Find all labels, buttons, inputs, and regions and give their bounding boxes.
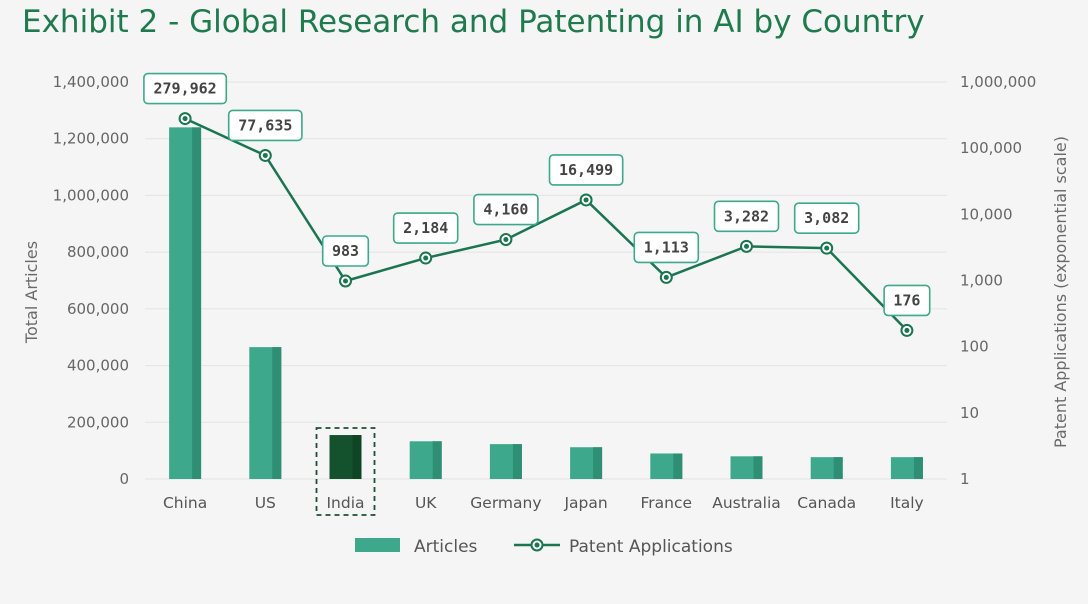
- data-label: 176: [893, 291, 920, 309]
- category-label: Japan: [563, 494, 607, 512]
- right-axis-ticks: 1 10 100 1,000 10,000 100,000 1,000,000: [960, 73, 1036, 488]
- left-tick-label: 1,200,000: [53, 130, 129, 148]
- data-label-box: [793, 202, 860, 234]
- right-tick-label: 1,000: [960, 272, 1003, 290]
- bar-shade-china: [192, 127, 202, 479]
- chart-title: Exhibit 2 - Global Research and Patentin…: [22, 4, 925, 40]
- patent-marker-dot: [343, 278, 348, 284]
- data-label: 77,635: [238, 116, 292, 134]
- data-label: 16,499: [559, 161, 613, 179]
- right-tick-label: 1,000,000: [960, 73, 1036, 91]
- bar-shade-uk: [432, 441, 442, 479]
- legend-articles-label: Articles: [414, 537, 478, 557]
- data-label-box: [227, 109, 303, 142]
- right-tick-label: 1: [960, 470, 970, 488]
- data-label-box: [883, 284, 931, 317]
- bar-shade-india: [352, 435, 362, 479]
- legend-articles-swatch: [355, 538, 400, 552]
- patent-marker-dot: [663, 274, 669, 280]
- data-label: 3,282: [724, 207, 769, 225]
- patent-marker-dot: [182, 116, 188, 122]
- category-label: US: [255, 494, 276, 512]
- legend-patent-label: Patent Applications: [569, 537, 733, 557]
- data-label: 3,082: [804, 209, 849, 227]
- article-bars: [169, 127, 923, 479]
- category-labels: China US India UK Germany Japan France Australi…: [163, 494, 924, 512]
- data-label-box: [392, 212, 459, 244]
- bar-shade-france: [673, 453, 683, 479]
- data-label-box: [548, 154, 624, 186]
- bar-shade-japan: [593, 447, 603, 479]
- patent-marker-dot: [503, 237, 509, 243]
- patent-marker-dot: [824, 245, 830, 251]
- data-label-box: [713, 200, 780, 233]
- category-label: France: [641, 494, 693, 512]
- patent-data-labels: 279,962 77,635 983 2,184 4,160 16,499 1,113 3,2…: [143, 72, 931, 317]
- right-tick-label: 100,000: [960, 139, 1022, 157]
- right-axis-title: Patent Applications (exponential scale): [1051, 136, 1070, 448]
- patent-marker-dot: [583, 197, 589, 203]
- left-tick-label: 1,400,000: [53, 73, 129, 91]
- right-tick-label: 10: [960, 404, 979, 422]
- patent-line: [178, 112, 914, 337]
- patent-marker-dot: [904, 327, 910, 333]
- patent-marker-dot: [744, 243, 749, 249]
- bar-shade-canada: [833, 457, 843, 479]
- data-label-box: [321, 235, 370, 267]
- right-tick-label: 100: [960, 338, 989, 356]
- data-label: 279,962: [153, 80, 216, 98]
- bar-shade-australia: [753, 456, 763, 479]
- left-tick-label: 0: [119, 470, 129, 488]
- category-label: Canada: [797, 494, 856, 512]
- data-label-box: [143, 72, 228, 105]
- left-axis-ticks: 0 200,000 400,000 600,000 800,000 1,000,000 1,…: [53, 73, 129, 488]
- left-tick-label: 200,000: [67, 413, 129, 431]
- left-tick-label: 800,000: [67, 243, 129, 261]
- patent-marker-dot: [423, 255, 429, 261]
- left-axis-title: Total Articles: [22, 241, 41, 344]
- data-label: 2,184: [403, 219, 448, 237]
- bar-shade-italy: [913, 457, 923, 479]
- left-tick-label: 400,000: [67, 357, 129, 375]
- category-label: Australia: [712, 494, 781, 512]
- category-label: Germany: [470, 494, 541, 512]
- patent-marker-dot: [262, 152, 268, 158]
- legend: Articles Patent Applications: [355, 537, 733, 557]
- left-tick-label: 1,000,000: [53, 186, 129, 204]
- category-label: China: [163, 494, 207, 512]
- legend-patent-marker-inner: [534, 542, 540, 548]
- data-label-box: [473, 193, 539, 226]
- patent-line-path: [184, 117, 908, 332]
- data-label-box: [633, 231, 700, 264]
- category-label: India: [326, 494, 364, 512]
- data-label: 1,113: [644, 238, 689, 256]
- highlight-dashed-box: [315, 427, 376, 516]
- bar-shade-germany: [512, 444, 522, 479]
- right-tick-label: 10,000: [960, 205, 1013, 223]
- data-label: 4,160: [483, 201, 528, 219]
- data-label: 983: [332, 242, 359, 260]
- category-label: Italy: [890, 494, 924, 512]
- left-tick-label: 600,000: [67, 300, 129, 318]
- highlight-box: [315, 427, 376, 516]
- category-label: UK: [415, 494, 437, 512]
- bar-shade-us: [272, 347, 282, 479]
